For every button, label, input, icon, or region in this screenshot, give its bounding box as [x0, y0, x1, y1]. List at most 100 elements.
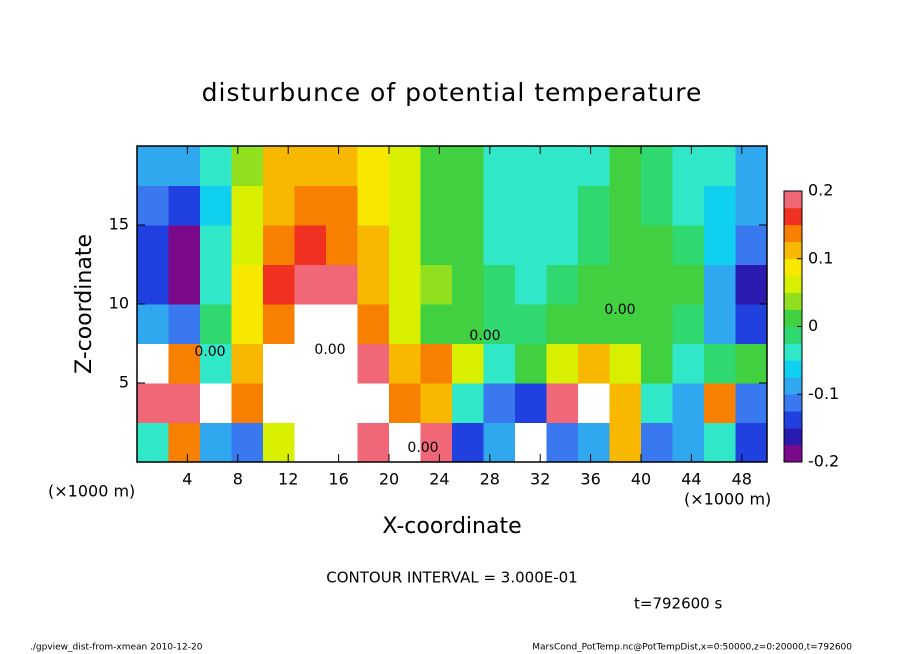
heat-cell [326, 343, 358, 384]
heat-cell [168, 422, 201, 463]
heat-cell [483, 304, 516, 344]
heat-cell [641, 343, 673, 384]
heat-cell [389, 225, 421, 265]
heat-cell [578, 304, 610, 344]
heat-cell [546, 343, 579, 384]
heat-cell [389, 146, 421, 186]
heat-cell [200, 343, 232, 384]
heat-cell [452, 146, 484, 186]
heat-cell [609, 146, 642, 186]
heat-cell [389, 264, 421, 305]
heat-cell [231, 343, 264, 384]
heat-cell [231, 225, 264, 265]
heat-cell [483, 185, 516, 226]
heat-cell [137, 343, 169, 384]
heat-cell [452, 225, 484, 265]
heat-cell [420, 225, 453, 265]
heat-cell [546, 146, 579, 186]
heat-cell [641, 185, 673, 226]
heat-cell [452, 343, 484, 384]
heat-cell [357, 185, 390, 226]
heat-cell [200, 304, 232, 344]
y-unit: (×1000 m) [48, 482, 135, 501]
heat-cell [294, 146, 327, 186]
heat-cell [578, 264, 610, 305]
colorbar-swatch [784, 377, 802, 395]
heat-cell [672, 383, 705, 423]
heat-cell [137, 225, 169, 265]
x-tick-label: 24 [429, 470, 449, 489]
heat-cell [483, 422, 516, 463]
heat-cell [357, 146, 390, 186]
contour-label: 0.00 [469, 328, 500, 344]
heat-cell [609, 304, 642, 344]
heat-cell [389, 422, 421, 463]
heat-cell [263, 264, 295, 305]
x-unit: (×1000 m) [684, 490, 771, 509]
heat-cell [326, 383, 358, 423]
heat-cell [452, 383, 484, 423]
heat-cell [420, 343, 453, 384]
heat-cell [389, 343, 421, 384]
x-tick-label: 12 [278, 470, 298, 489]
heat-cell [294, 225, 327, 265]
heat-cell [420, 146, 453, 186]
heat-cell [546, 225, 579, 265]
heat-cell [515, 225, 547, 265]
heat-cell [452, 185, 484, 226]
heat-cell [452, 304, 484, 344]
heat-cell [483, 146, 516, 186]
heat-cell [263, 383, 295, 423]
heat-cell [263, 185, 295, 226]
heat-cell [420, 383, 453, 423]
heat-cell [515, 304, 547, 344]
heat-cell [294, 304, 327, 344]
contour-label: 0.00 [407, 440, 438, 456]
heat-cell [641, 264, 673, 305]
heat-cell [735, 304, 768, 344]
heat-cell [735, 422, 768, 463]
x-tick-label: 32 [530, 470, 550, 489]
x-tick-label: 4 [182, 470, 192, 489]
heat-cell [294, 185, 327, 226]
heat-cell [546, 264, 579, 305]
heat-cell [704, 422, 736, 463]
x-axis-label: X-coordinate [382, 514, 521, 539]
heat-cell [326, 264, 358, 305]
heat-cell [231, 185, 264, 226]
heat-cell [200, 225, 232, 265]
heat-cell [263, 304, 295, 344]
x-tick-label: 16 [328, 470, 348, 489]
heat-cell [137, 304, 169, 344]
chart-title: disturbunce of potential temperature [202, 78, 703, 107]
heat-cell [294, 343, 327, 384]
heat-cell [672, 304, 705, 344]
heat-cell [515, 264, 547, 305]
heat-cell [357, 304, 390, 344]
heat-cell [672, 185, 705, 226]
heat-cell [389, 383, 421, 423]
heat-cell [263, 146, 295, 186]
heat-cell [546, 304, 579, 344]
heat-cell [137, 422, 169, 463]
heat-cell [263, 225, 295, 265]
heat-cell [704, 304, 736, 344]
heat-cell [641, 304, 673, 344]
heat-cell [200, 185, 232, 226]
colorbar-tick-label: -0.2 [808, 452, 839, 471]
heat-cell [609, 343, 642, 384]
heat-cell [672, 146, 705, 186]
heat-cell [168, 304, 201, 344]
heat-cell [578, 422, 610, 463]
heat-cell [357, 383, 390, 423]
colorbar-swatch [784, 428, 802, 446]
heat-cell [609, 225, 642, 265]
heat-cell [609, 185, 642, 226]
heat-cell [137, 383, 169, 423]
heat-cell [641, 422, 673, 463]
heat-cell [389, 304, 421, 344]
heat-cell [200, 383, 232, 423]
footer-left: ./gpview_dist-from-xmean 2010-12-20 [30, 643, 203, 653]
x-tick-label: 20 [379, 470, 399, 489]
